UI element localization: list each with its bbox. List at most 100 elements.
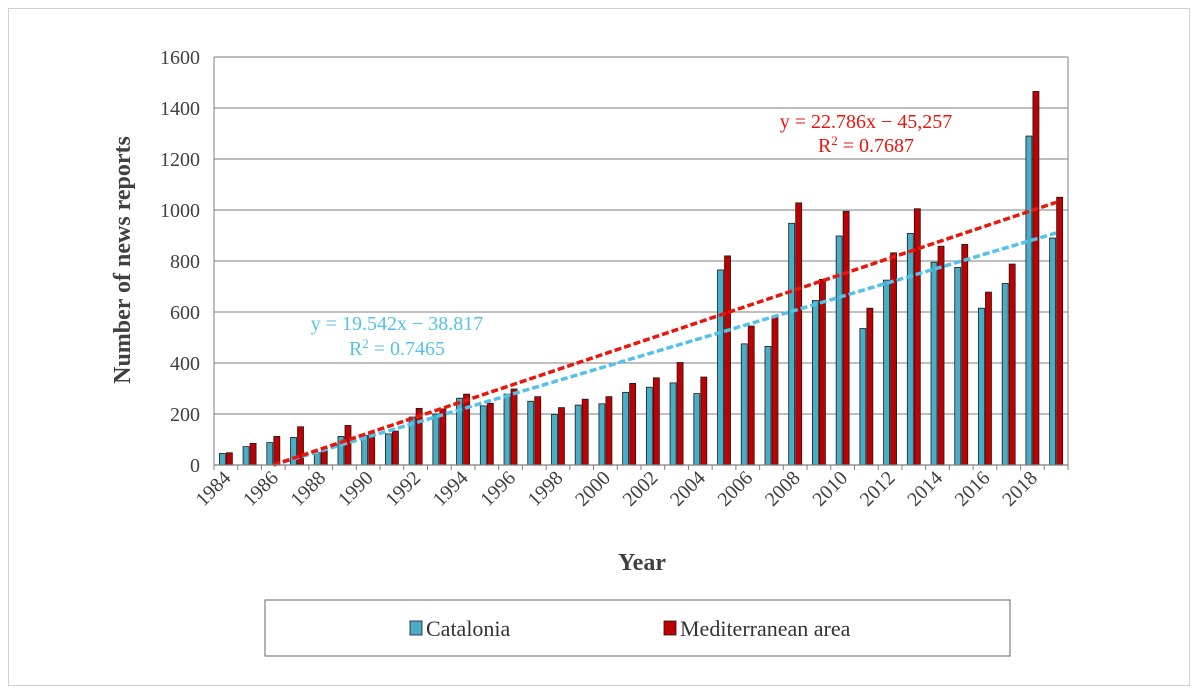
bar-mediterranean <box>842 210 850 466</box>
bar-catalonia <box>385 433 392 466</box>
x-tick-label: 1996 <box>476 467 520 511</box>
y-tick-label: 1600 <box>160 47 200 69</box>
bar-mediterranean <box>320 450 328 466</box>
bar-mediterranean <box>866 307 874 466</box>
x-tick-labels: 1984 1986 1988 1990 1992 1994 1996 1998 2000 2002… <box>192 467 1042 511</box>
bar-catalonia <box>290 437 297 466</box>
bar-catalonia <box>313 452 321 466</box>
bar-catalonia <box>574 404 582 466</box>
x-tick-label: 2004 <box>666 467 710 511</box>
trendline-equation-catalonia: y = 19.542x − 38.817 <box>311 313 484 335</box>
bar-mediterranean <box>629 382 637 466</box>
bar-catalonia <box>693 393 701 466</box>
bar-mediterranean <box>747 325 755 466</box>
bar-catalonia <box>266 442 274 466</box>
bar-mediterranean <box>392 430 399 466</box>
y-tick-label: 1400 <box>160 98 200 120</box>
bar-mediterranean <box>486 402 494 466</box>
bar-mediterranean <box>1008 263 1016 466</box>
x-tick-label: 2008 <box>761 467 805 511</box>
x-tick-label: 1992 <box>381 467 425 511</box>
trendlines <box>272 200 1057 467</box>
bar-catalonia <box>788 222 796 466</box>
bar-mediterranean <box>534 396 542 466</box>
trendline-catalonia <box>272 231 1057 467</box>
bar-catalonia <box>740 343 748 466</box>
bar-catalonia <box>527 400 535 466</box>
bar-mediterranean <box>439 408 447 466</box>
y-tick-label: 1000 <box>160 200 200 222</box>
y-tick-label: 1200 <box>160 149 200 171</box>
bar-mediterranean <box>1056 196 1064 466</box>
x-tick-label: 2012 <box>856 467 900 511</box>
bar-catalonia <box>764 346 772 466</box>
bar-catalonia <box>551 414 558 466</box>
bar-catalonia <box>717 269 724 466</box>
legend-label-mediterranean: Mediterranean area <box>680 616 851 641</box>
y-tick-label: 400 <box>170 353 200 375</box>
bar-catalonia <box>218 453 226 466</box>
bar-mediterranean <box>652 377 660 466</box>
x-tick-label: 2016 <box>951 467 995 511</box>
y-tick-label: 0 <box>190 455 200 477</box>
bar-catalonia <box>669 382 677 466</box>
x-tick-label: 2018 <box>998 467 1042 511</box>
bar-mediterranean <box>676 362 684 466</box>
bar-catalonia <box>1025 135 1033 466</box>
bar-catalonia <box>812 300 819 466</box>
bar-catalonia <box>883 279 890 466</box>
x-axis-title: Year <box>618 550 666 576</box>
gridlines <box>214 56 1068 415</box>
bar-catalonia <box>1001 283 1009 466</box>
bars <box>218 91 1064 466</box>
x-tick-label: 2000 <box>571 467 615 511</box>
bar-mediterranean <box>605 396 613 466</box>
trendline-mediterranean <box>272 200 1057 467</box>
x-tick-label: 1998 <box>524 467 568 511</box>
bar-catalonia <box>859 328 867 466</box>
x-tick-label: 2010 <box>808 467 852 511</box>
bar-mediterranean <box>795 202 803 466</box>
bar-catalonia <box>645 386 653 466</box>
bar-catalonia <box>954 266 962 466</box>
x-tick-label: 1988 <box>286 467 330 511</box>
bar-mediterranean <box>581 398 589 466</box>
bar-catalonia <box>598 403 606 466</box>
bar-catalonia <box>242 446 250 466</box>
bar-mediterranean <box>510 388 518 466</box>
bar-catalonia <box>978 307 985 466</box>
y-axis-title: Number of news reports <box>110 136 136 384</box>
bar-mediterranean <box>819 278 826 466</box>
bar-mediterranean <box>890 252 897 466</box>
chart-frame <box>8 8 1190 686</box>
legend-box <box>264 599 1011 657</box>
x-tick-label: 2006 <box>713 467 757 511</box>
bar-mediterranean <box>225 452 233 466</box>
bar-catalonia <box>930 261 938 466</box>
bar-catalonia <box>622 391 630 466</box>
bar-catalonia <box>835 235 843 466</box>
y-tick-labels: 0 200 400 600 800 1000 1200 1400 1600 <box>160 47 200 477</box>
legend-swatch-catalonia <box>409 620 423 636</box>
bar-mediterranean <box>724 255 731 466</box>
bar-catalonia <box>1049 237 1057 466</box>
legend-label-catalonia: Catalonia <box>426 616 511 641</box>
bar-mediterranean <box>1032 91 1040 466</box>
x-tick-label: 2014 <box>903 467 947 511</box>
bar-mediterranean <box>961 244 969 466</box>
trendline-equation-mediterranean: y = 22.786x − 45,257 <box>780 111 953 133</box>
x-tick-label: 1990 <box>334 467 378 511</box>
bar-mediterranean <box>771 316 779 466</box>
bar-mediterranean <box>700 376 708 466</box>
x-tick-label: 1994 <box>429 467 473 511</box>
bar-mediterranean <box>249 442 257 466</box>
y-tick-label: 600 <box>170 302 200 324</box>
trendline-r2-catalonia: R2 = 0.7465 <box>349 336 445 361</box>
bar-mediterranean <box>558 407 565 466</box>
y-tick-label: 200 <box>170 404 200 426</box>
legend: Catalonia Mediterranean area <box>264 599 1011 657</box>
bar-catalonia <box>906 233 914 466</box>
bar-mediterranean <box>463 393 470 466</box>
bar-mediterranean <box>273 436 281 466</box>
